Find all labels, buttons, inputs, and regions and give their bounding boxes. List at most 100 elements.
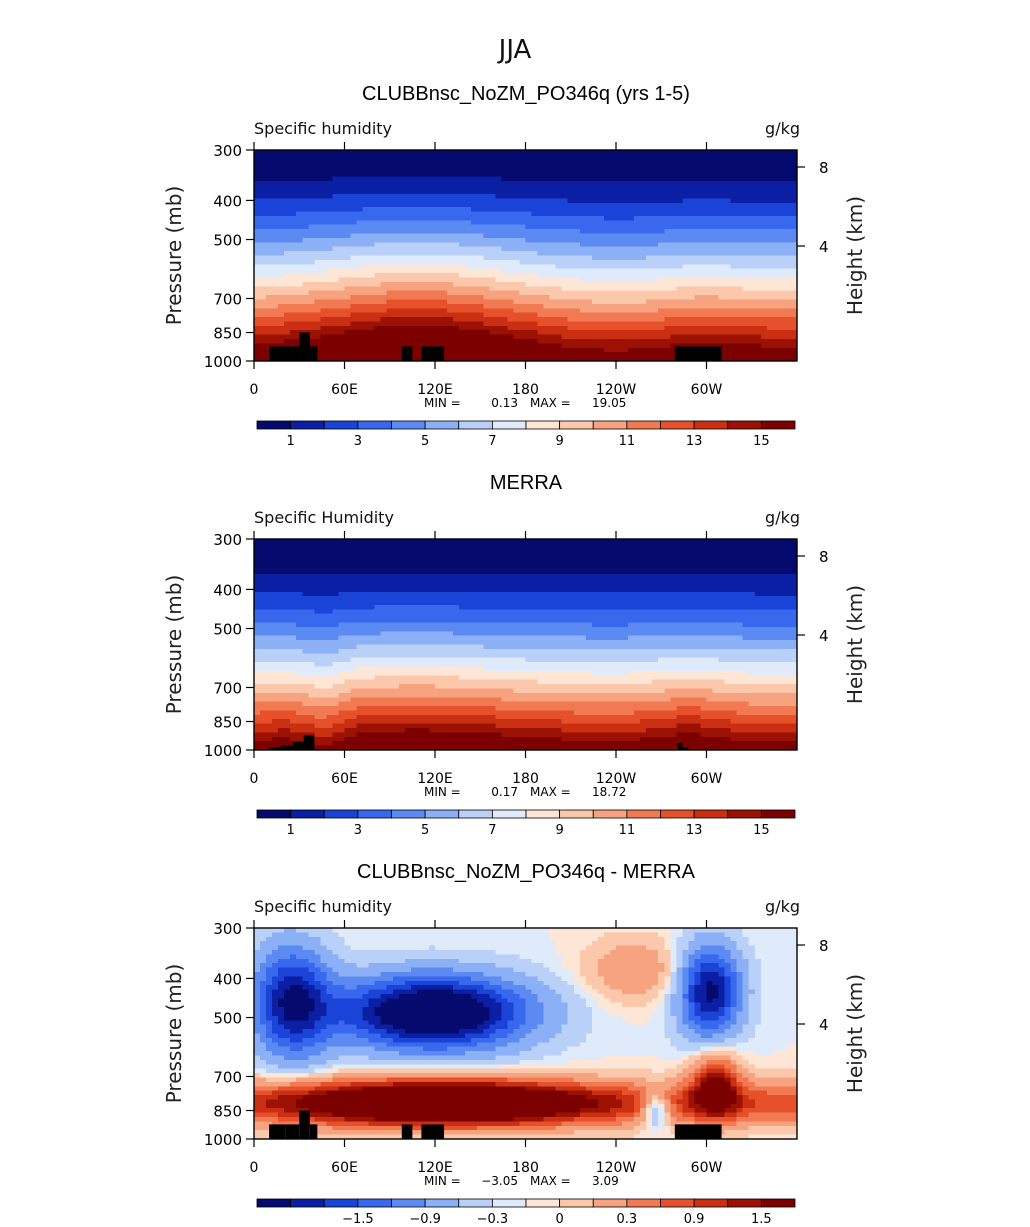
- contour-cell: [278, 273, 285, 279]
- contour-cell: [742, 215, 750, 221]
- contour-cell: [640, 312, 647, 318]
- contour-cell: [519, 224, 527, 230]
- contour-cell: [754, 295, 762, 301]
- contour-cell: [266, 220, 273, 226]
- contour-cell: [778, 233, 786, 239]
- contour-cell: [718, 237, 726, 243]
- contour-cell: [266, 255, 273, 261]
- contour-cell: [422, 317, 430, 323]
- contour-cell: [555, 321, 563, 327]
- contour-cell: [350, 202, 358, 208]
- contour-cell: [634, 295, 641, 301]
- contour-cell: [730, 312, 738, 318]
- contour-cell: [579, 543, 587, 549]
- contour-cell: [332, 299, 340, 305]
- contour-cell: [549, 334, 557, 340]
- contour-cell: [718, 259, 726, 265]
- contour-cell: [784, 158, 792, 164]
- contour-cell: [471, 308, 478, 314]
- contour-cell: [278, 255, 285, 261]
- contour-cell: [525, 167, 533, 173]
- contour-cell: [658, 163, 665, 169]
- contour-cell: [302, 163, 309, 169]
- contour-cell: [634, 229, 641, 235]
- contour-cell: [344, 356, 352, 362]
- contour-cell: [290, 229, 297, 235]
- contour-cell: [567, 268, 575, 274]
- contour-cell: [591, 290, 599, 296]
- contour-cell: [386, 268, 394, 274]
- contour-cell: [260, 237, 267, 243]
- contour-cell: [555, 185, 563, 191]
- contour-cell: [628, 202, 635, 208]
- contour-cell: [670, 556, 677, 562]
- contour-cell: [513, 220, 521, 226]
- contour-cell: [272, 295, 279, 301]
- contour-cell: [766, 290, 774, 296]
- contour-cell: [260, 556, 267, 562]
- contour-cell: [628, 539, 635, 544]
- contour-cell: [398, 325, 406, 331]
- contour-cell: [736, 308, 744, 314]
- topography-block: [285, 346, 300, 361]
- contour-cell: [471, 193, 478, 199]
- contour-cell: [519, 281, 527, 287]
- contour-cell: [398, 295, 406, 301]
- contour-cell: [670, 552, 677, 558]
- contour-cell: [404, 180, 412, 186]
- contour-cell: [507, 163, 515, 169]
- contour-cell: [368, 308, 376, 314]
- contour-cell: [410, 543, 418, 549]
- contour-cell: [284, 202, 291, 208]
- panel-variable-label: Specific Humidity: [254, 508, 394, 527]
- contour-cell: [676, 308, 683, 314]
- contour-cell: [380, 180, 388, 186]
- contour-cell: [356, 295, 364, 301]
- contour-cell: [392, 171, 400, 177]
- contour-cell: [646, 539, 653, 544]
- contour-cell: [314, 180, 321, 186]
- contour-cell: [326, 295, 334, 301]
- contour-cell: [754, 308, 762, 314]
- contour-cell: [730, 215, 738, 221]
- contour-cell: [525, 273, 533, 279]
- contour-cell: [447, 198, 454, 204]
- contour-cell: [742, 334, 750, 340]
- contour-cell: [579, 334, 587, 340]
- contour-cell: [278, 193, 285, 199]
- contour-cell: [489, 347, 496, 353]
- contour-fill: [254, 150, 798, 362]
- contour-cell: [748, 281, 756, 287]
- contour-cell: [278, 299, 285, 305]
- contour-cell: [422, 290, 430, 296]
- contour-cell: [790, 163, 798, 169]
- contour-cell: [549, 321, 557, 327]
- contour-cell: [670, 255, 677, 261]
- contour-cell: [374, 215, 382, 221]
- contour-cell: [718, 308, 726, 314]
- contour-cell: [501, 237, 508, 243]
- contour-cell: [459, 565, 466, 571]
- contour-cell: [591, 150, 599, 155]
- contour-cell: [718, 343, 726, 349]
- contour-cell: [682, 242, 689, 248]
- contour-cell: [609, 543, 617, 549]
- contour-cell: [676, 211, 683, 217]
- contour-cell: [609, 356, 617, 362]
- contour-cell: [724, 539, 732, 544]
- contour-cell: [634, 273, 641, 279]
- contour-cell: [525, 286, 533, 292]
- contour-cell: [278, 286, 285, 292]
- contour-cell: [754, 224, 762, 230]
- contour-cell: [453, 246, 460, 252]
- contour-cell: [591, 189, 599, 195]
- contour-cell: [658, 290, 665, 296]
- contour-cell: [278, 334, 285, 340]
- contour-cell: [537, 565, 545, 571]
- contour-cell: [513, 215, 521, 221]
- contour-cell: [760, 215, 768, 221]
- contour-cell: [380, 259, 388, 265]
- contour-cell: [664, 303, 671, 309]
- contour-cell: [362, 303, 370, 309]
- contour-cell: [483, 229, 490, 235]
